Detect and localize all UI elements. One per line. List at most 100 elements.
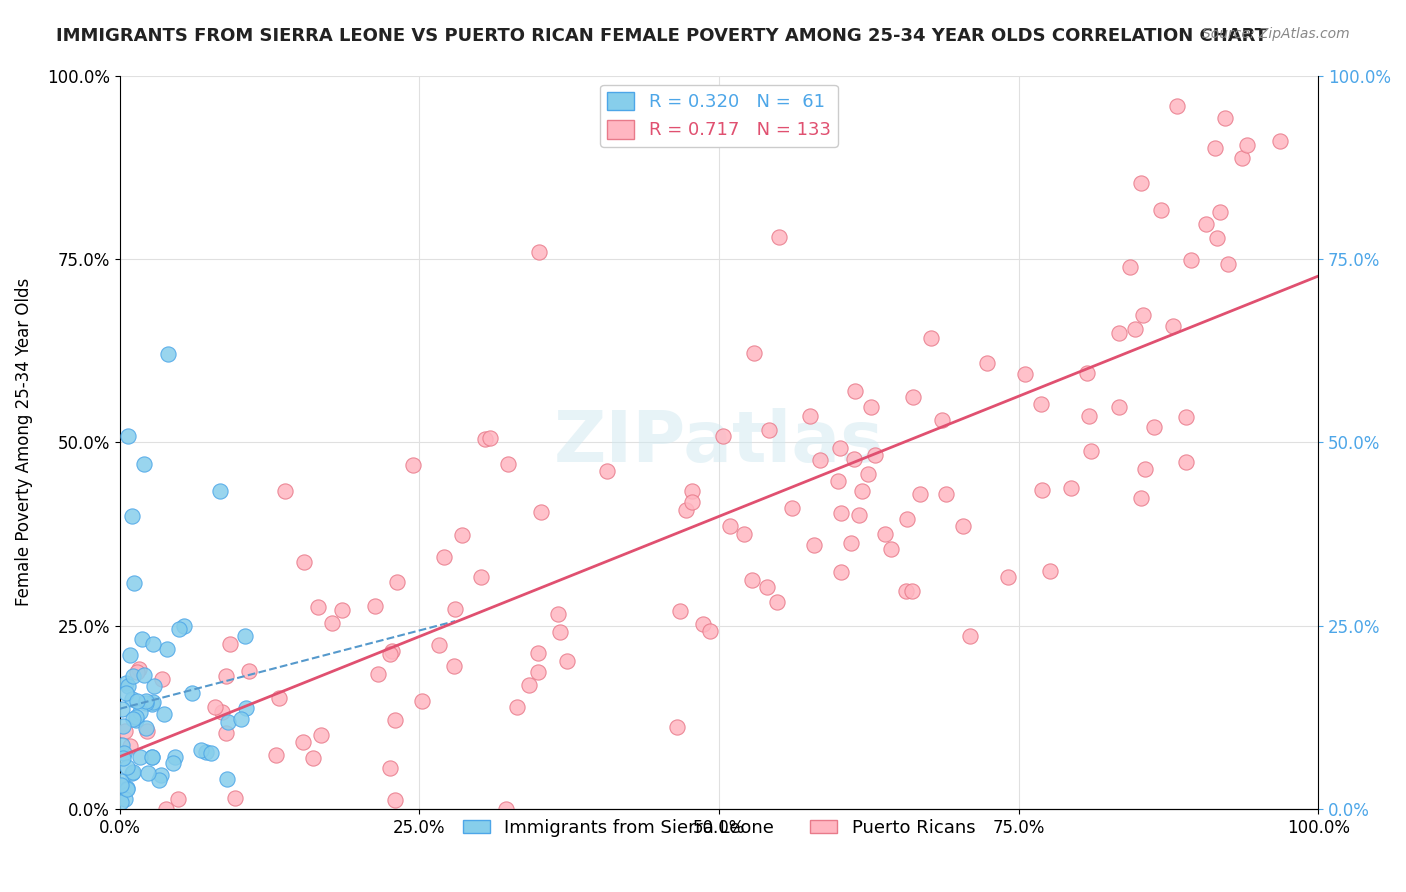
Puerto Ricans	[1060, 481, 1083, 495]
Puerto Ricans	[665, 720, 688, 734]
Puerto Ricans	[1031, 483, 1053, 497]
Immigrants from Sierra Leone	[194, 745, 217, 759]
Puerto Ricans	[402, 458, 425, 472]
Puerto Ricans	[681, 483, 703, 498]
Immigrants from Sierra Leone	[162, 756, 184, 770]
Puerto Ricans	[1180, 253, 1202, 268]
Puerto Ricans	[136, 723, 159, 738]
Puerto Ricans	[1031, 397, 1053, 411]
Puerto Ricans	[495, 802, 517, 816]
Puerto Ricans	[758, 423, 780, 437]
Puerto Ricans	[1130, 491, 1153, 505]
Puerto Ricans	[851, 483, 873, 498]
Puerto Ricans	[830, 565, 852, 579]
Immigrants from Sierra Leone	[233, 629, 256, 643]
Puerto Ricans	[167, 791, 190, 805]
Puerto Ricans	[264, 748, 287, 763]
Puerto Ricans	[873, 527, 896, 541]
Puerto Ricans	[451, 528, 474, 542]
Immigrants from Sierra Leone	[110, 778, 132, 792]
Puerto Ricans	[896, 584, 918, 599]
Puerto Ricans	[433, 550, 456, 565]
Immigrants from Sierra Leone	[110, 795, 132, 809]
Immigrants from Sierra Leone	[135, 721, 157, 735]
Puerto Ricans	[444, 602, 467, 616]
Puerto Ricans	[1236, 137, 1258, 152]
Puerto Ricans	[828, 442, 851, 456]
Puerto Ricans	[291, 734, 314, 748]
Puerto Ricans	[330, 603, 353, 617]
Immigrants from Sierra Leone	[153, 707, 176, 722]
Puerto Ricans	[474, 432, 496, 446]
Puerto Ricans	[114, 723, 136, 738]
Puerto Ricans	[733, 527, 755, 541]
Puerto Ricans	[675, 502, 697, 516]
Immigrants from Sierra Leone	[117, 781, 139, 796]
Puerto Ricans	[858, 467, 880, 481]
Puerto Ricans	[839, 536, 862, 550]
Puerto Ricans	[527, 646, 550, 660]
Immigrants from Sierra Leone	[136, 766, 159, 780]
Immigrants from Sierra Leone	[122, 575, 145, 590]
Puerto Ricans	[547, 607, 569, 622]
Puerto Ricans	[1204, 141, 1226, 155]
Immigrants from Sierra Leone	[156, 347, 179, 361]
Puerto Ricans	[741, 574, 763, 588]
Puerto Ricans	[204, 699, 226, 714]
Puerto Ricans	[1175, 410, 1198, 425]
Puerto Ricans	[387, 575, 409, 590]
Puerto Ricans	[211, 705, 233, 719]
Puerto Ricans	[1125, 322, 1147, 336]
Immigrants from Sierra Leone	[111, 751, 134, 765]
Puerto Ricans	[1268, 134, 1291, 148]
Text: Source: ZipAtlas.com: Source: ZipAtlas.com	[1202, 27, 1350, 41]
Immigrants from Sierra Leone	[150, 768, 173, 782]
Puerto Ricans	[1039, 564, 1062, 578]
Puerto Ricans	[470, 569, 492, 583]
Puerto Ricans	[311, 728, 333, 742]
Immigrants from Sierra Leone	[229, 712, 252, 726]
Text: IMMIGRANTS FROM SIERRA LEONE VS PUERTO RICAN FEMALE POVERTY AMONG 25-34 YEAR OLD: IMMIGRANTS FROM SIERRA LEONE VS PUERTO R…	[56, 27, 1267, 45]
Immigrants from Sierra Leone	[112, 719, 135, 733]
Puerto Ricans	[669, 604, 692, 618]
Immigrants from Sierra Leone	[142, 679, 165, 693]
Puerto Ricans	[920, 331, 942, 345]
Immigrants from Sierra Leone	[135, 696, 157, 710]
Immigrants from Sierra Leone	[111, 738, 134, 752]
Puerto Ricans	[548, 624, 571, 639]
Puerto Ricans	[384, 792, 406, 806]
Puerto Ricans	[1230, 151, 1253, 165]
Puerto Ricans	[301, 750, 323, 764]
Puerto Ricans	[952, 519, 974, 533]
Puerto Ricans	[273, 484, 295, 499]
Puerto Ricans	[1108, 326, 1130, 341]
Puerto Ricans	[364, 599, 387, 614]
Puerto Ricans	[527, 665, 550, 680]
Puerto Ricans	[976, 356, 998, 370]
Puerto Ricans	[292, 555, 315, 569]
Immigrants from Sierra Leone	[121, 691, 143, 706]
Puerto Ricans	[1215, 111, 1237, 125]
Puerto Ricans	[1130, 176, 1153, 190]
Puerto Ricans	[219, 636, 242, 650]
Puerto Ricans	[269, 690, 291, 705]
Puerto Ricans	[844, 384, 866, 398]
Puerto Ricans	[896, 512, 918, 526]
Puerto Ricans	[506, 699, 529, 714]
Puerto Ricans	[238, 665, 260, 679]
Text: ZIPatlas: ZIPatlas	[554, 408, 884, 477]
Immigrants from Sierra Leone	[121, 766, 143, 780]
Puerto Ricans	[155, 802, 177, 816]
Immigrants from Sierra Leone	[131, 632, 153, 646]
Immigrants from Sierra Leone	[121, 712, 143, 726]
Puerto Ricans	[1143, 419, 1166, 434]
Immigrants from Sierra Leone	[117, 429, 139, 443]
Y-axis label: Female Poverty Among 25-34 Year Olds: Female Poverty Among 25-34 Year Olds	[15, 278, 32, 607]
Immigrants from Sierra Leone	[173, 619, 195, 633]
Puerto Ricans	[901, 583, 924, 598]
Puerto Ricans	[830, 506, 852, 520]
Immigrants from Sierra Leone	[163, 750, 186, 764]
Immigrants from Sierra Leone	[129, 749, 152, 764]
Immigrants from Sierra Leone	[181, 685, 204, 699]
Puerto Ricans	[799, 409, 821, 423]
